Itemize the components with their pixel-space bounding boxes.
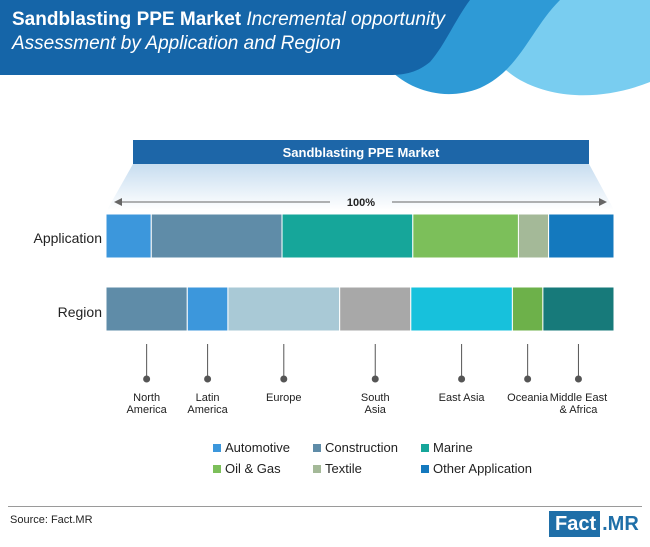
total-arrow-head-right	[599, 198, 607, 206]
legend-item: Automotive	[213, 440, 313, 455]
bar-segment-application-textile	[517, 213, 550, 259]
bar-segment-application-oil-gas	[412, 213, 519, 259]
region-marker-dot	[204, 375, 212, 383]
header-wave-dark	[0, 0, 470, 75]
legend-label: Oil & Gas	[225, 461, 281, 476]
region-marker-dot	[280, 375, 288, 383]
legend-item: Oil & Gas	[213, 461, 313, 476]
total-arrow-head-left	[114, 198, 122, 206]
region-marker-dot	[458, 375, 466, 383]
region-marker-dot	[524, 375, 532, 383]
legend-item: Textile	[313, 461, 421, 476]
banner-fade	[107, 164, 614, 210]
bar-segment-region-latin-america	[186, 286, 229, 332]
region-label: North	[133, 392, 160, 404]
region-label: South	[361, 392, 390, 404]
region-label: East Asia	[439, 392, 486, 404]
legend-item: Construction	[313, 440, 421, 455]
logo-part-2: .MR	[602, 513, 639, 535]
region-label: Asia	[365, 404, 387, 416]
region-label: Middle East	[550, 392, 607, 404]
region-marker-dot	[371, 375, 379, 383]
bar-segment-region-north-america	[105, 286, 188, 332]
region-label: America	[126, 404, 167, 416]
legend-swatch	[421, 464, 429, 473]
logo-part-1: Fact	[549, 511, 601, 537]
title-italic-1: Incremental opportunity	[246, 9, 445, 30]
legend-swatch	[213, 443, 221, 452]
title-bold: Sandblasting PPE Market	[12, 9, 242, 30]
bar-segments	[105, 213, 615, 332]
region-label: Oceania	[507, 392, 549, 404]
legend-swatch	[313, 443, 321, 452]
source-text: Source: Fact.MR	[10, 514, 93, 526]
legend-item: Other Application	[421, 461, 561, 476]
bar-segment-region-south-asia	[339, 286, 412, 332]
legend-label: Construction	[325, 440, 398, 455]
region-marker-dot	[143, 375, 151, 383]
region-label: Latin	[196, 392, 220, 404]
bar-segment-region-oceania	[511, 286, 544, 332]
legend-swatch	[313, 464, 321, 473]
legend-label: Textile	[325, 461, 362, 476]
region-label: America	[187, 404, 228, 416]
bar-segment-application-marine	[281, 213, 414, 259]
row-label-application: Application	[34, 230, 103, 246]
region-label: & Africa	[559, 404, 598, 416]
legend-label: Other Application	[433, 461, 533, 476]
region-label: Europe	[266, 392, 301, 404]
bar-segment-application-construction	[150, 213, 283, 259]
total-label: 100%	[347, 197, 375, 209]
header-waves	[0, 0, 650, 96]
region-marker-dot	[574, 375, 582, 383]
legend-swatch	[421, 443, 429, 452]
bar-segment-application-automotive	[105, 213, 152, 259]
title-italic-2: Assessment by Application and Region	[12, 33, 341, 54]
bar-segment-region-middle-east-africa	[542, 286, 615, 332]
page-title: Sandblasting PPE Market Incremental oppo…	[12, 8, 532, 56]
stacked-bar-chart: Sandblasting PPE Market 100% Application…	[34, 140, 615, 416]
banner-label: Sandblasting PPE Market	[283, 145, 440, 160]
legend-swatch	[213, 464, 221, 473]
banner-bar	[133, 140, 589, 164]
legend-label: Marine	[433, 440, 473, 455]
legend: Automotive Construction Marine Oil & Gas Tex…	[213, 440, 573, 476]
legend-label: Automotive	[225, 440, 291, 455]
header: Sandblasting PPE Market Incremental oppo…	[0, 0, 650, 110]
footer-divider	[8, 506, 642, 507]
bar-segment-region-east-asia	[410, 286, 513, 332]
bar-segment-region-europe	[227, 286, 341, 332]
bar-segment-application-other-application	[548, 213, 615, 259]
factmr-logo: Fact .MR	[549, 511, 639, 537]
legend-item: Marine	[421, 440, 561, 455]
row-label-region: Region	[58, 304, 102, 320]
